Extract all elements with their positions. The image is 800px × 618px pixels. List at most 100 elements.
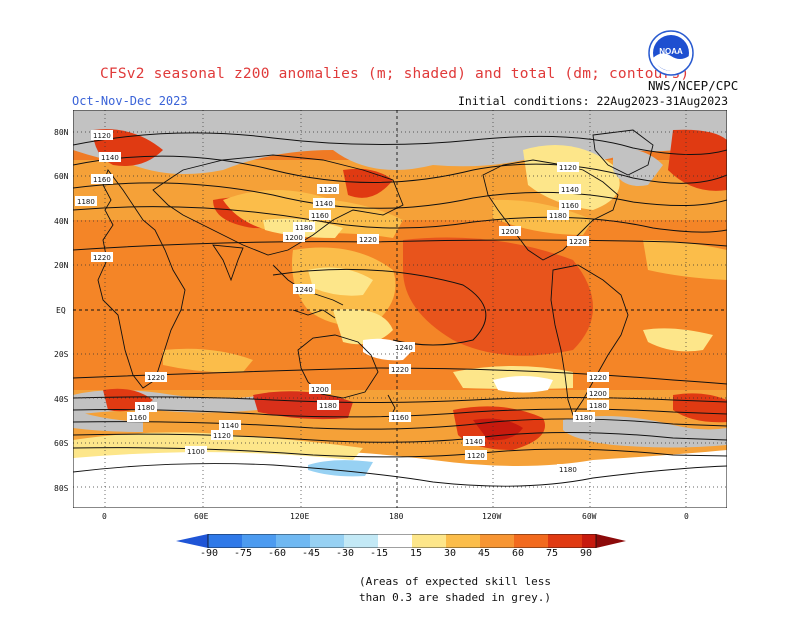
- svg-text:1160: 1160: [311, 212, 329, 220]
- svg-text:1180: 1180: [77, 198, 95, 206]
- colorbar-tick: 60: [512, 548, 525, 559]
- lon-label: 180: [389, 512, 404, 521]
- contour-label: 1220: [91, 252, 113, 262]
- map-title: CFSv2 seasonal z200 anomalies (m; shaded…: [100, 66, 690, 82]
- contour-label: 1140: [463, 436, 485, 446]
- colorbar-segment: [276, 534, 310, 548]
- svg-text:1140: 1140: [315, 200, 333, 208]
- contour-label: 1200: [309, 384, 331, 394]
- colorbar-segment: [514, 534, 548, 548]
- svg-text:1180: 1180: [549, 212, 567, 220]
- lon-label: 120E: [290, 512, 310, 521]
- colorbar-tick: 15: [410, 548, 423, 559]
- contour-label: 1180: [317, 400, 339, 410]
- contour-label: 1120: [465, 450, 487, 460]
- lat-label: 60S: [54, 439, 69, 448]
- colorbar-tick: 75: [546, 548, 559, 559]
- svg-text:1220: 1220: [147, 374, 165, 382]
- colorbar-segment: [242, 534, 276, 548]
- initial-conditions-label: Initial conditions: 22Aug2023-31Aug2023: [457, 94, 728, 108]
- lat-label: 40S: [54, 395, 69, 404]
- contour-label: 1120: [557, 162, 579, 172]
- svg-text:1220: 1220: [569, 238, 587, 246]
- agency-label: NWS/NCEP/CPC: [648, 78, 739, 93]
- lat-label: EQ: [56, 306, 66, 315]
- lon-label: 0: [102, 512, 107, 521]
- colorbar-segment: [412, 534, 446, 548]
- svg-text:1180: 1180: [575, 414, 593, 422]
- svg-text:1240: 1240: [295, 286, 313, 294]
- svg-text:1180: 1180: [137, 404, 155, 412]
- lat-label: 80S: [54, 484, 69, 493]
- svg-text:1160: 1160: [561, 202, 579, 210]
- svg-text:1180: 1180: [589, 402, 607, 410]
- contour-label: 1180: [587, 400, 609, 410]
- contour-label: 1160: [559, 200, 581, 210]
- svg-text:1240: 1240: [395, 344, 413, 352]
- svg-text:1180: 1180: [559, 466, 577, 474]
- svg-text:1180: 1180: [295, 224, 313, 232]
- svg-text:NOAA: NOAA: [659, 47, 683, 56]
- svg-text:1120: 1120: [319, 186, 337, 194]
- svg-text:1120: 1120: [467, 452, 485, 460]
- svg-text:1140: 1140: [465, 438, 483, 446]
- colorbar-tick: 30: [444, 548, 457, 559]
- contour-label: 1220: [145, 372, 167, 382]
- contour-label: 1200: [587, 388, 609, 398]
- colorbar-segment: [344, 534, 378, 548]
- colorbar-tick: -30: [336, 548, 355, 559]
- colorbar-segment: [176, 534, 208, 548]
- svg-text:1140: 1140: [101, 154, 119, 162]
- svg-text:1120: 1120: [213, 432, 231, 440]
- lon-label: 0: [684, 512, 689, 521]
- anomaly-map: 1120 1140 1160 1180 1220 1120 1140 1160 …: [73, 110, 727, 508]
- svg-text:1220: 1220: [93, 254, 111, 262]
- colorbar-tick: 45: [478, 548, 491, 559]
- svg-text:1200: 1200: [589, 390, 607, 398]
- lat-label: 40N: [54, 217, 69, 226]
- footnote-line: than 0.3 are shaded in grey.): [358, 591, 552, 604]
- colorbar-tick: -45: [302, 548, 321, 559]
- colorbar-segment: [208, 534, 242, 548]
- svg-text:1160: 1160: [129, 414, 147, 422]
- svg-text:1200: 1200: [501, 228, 519, 236]
- svg-text:1140: 1140: [221, 422, 239, 430]
- svg-text:1120: 1120: [93, 132, 111, 140]
- colorbar-segment: [378, 534, 412, 548]
- svg-text:1160: 1160: [93, 176, 111, 184]
- lat-label: 80N: [54, 128, 69, 137]
- colorbar-segment: [480, 534, 514, 548]
- contour-label: 1180: [573, 412, 595, 422]
- contour-label: 1220: [357, 234, 379, 244]
- contour-label: 1160: [309, 210, 331, 220]
- colorbar: [176, 534, 626, 548]
- contour-label: 1140: [313, 198, 335, 208]
- lat-label: 20N: [54, 261, 69, 270]
- colorbar-segment: [548, 534, 582, 548]
- contour-label: 1220: [567, 236, 589, 246]
- contour-label: 1200: [499, 226, 521, 236]
- lon-label: 60E: [194, 512, 209, 521]
- svg-text:1200: 1200: [311, 386, 329, 394]
- contour-label: 1140: [219, 420, 241, 430]
- contour-label: 1160: [389, 412, 411, 422]
- contour-label: 1220: [587, 372, 609, 382]
- svg-text:1220: 1220: [589, 374, 607, 382]
- colorbar-segment: [582, 534, 596, 548]
- contour-label: 1240: [393, 342, 415, 352]
- contour-label: 1120: [211, 430, 233, 440]
- contour-label: 1180: [293, 222, 315, 232]
- footnote: (Areas of expected skill less than 0.3 a…: [350, 574, 560, 606]
- lat-label: 60N: [54, 172, 69, 181]
- contour-label: 1100: [185, 446, 207, 456]
- contour-label: 1220: [389, 364, 411, 374]
- lon-label: 60W: [582, 512, 597, 521]
- contour-label: 1180: [557, 464, 579, 474]
- contour-label: 1240: [293, 284, 315, 294]
- lon-label: 120W: [482, 512, 502, 521]
- contour-label: 1140: [559, 184, 581, 194]
- svg-text:1200: 1200: [285, 234, 303, 242]
- colorbar-tick: -90: [200, 548, 219, 559]
- season-label: Oct-Nov-Dec 2023: [72, 94, 188, 108]
- colorbar-tick: -60: [268, 548, 287, 559]
